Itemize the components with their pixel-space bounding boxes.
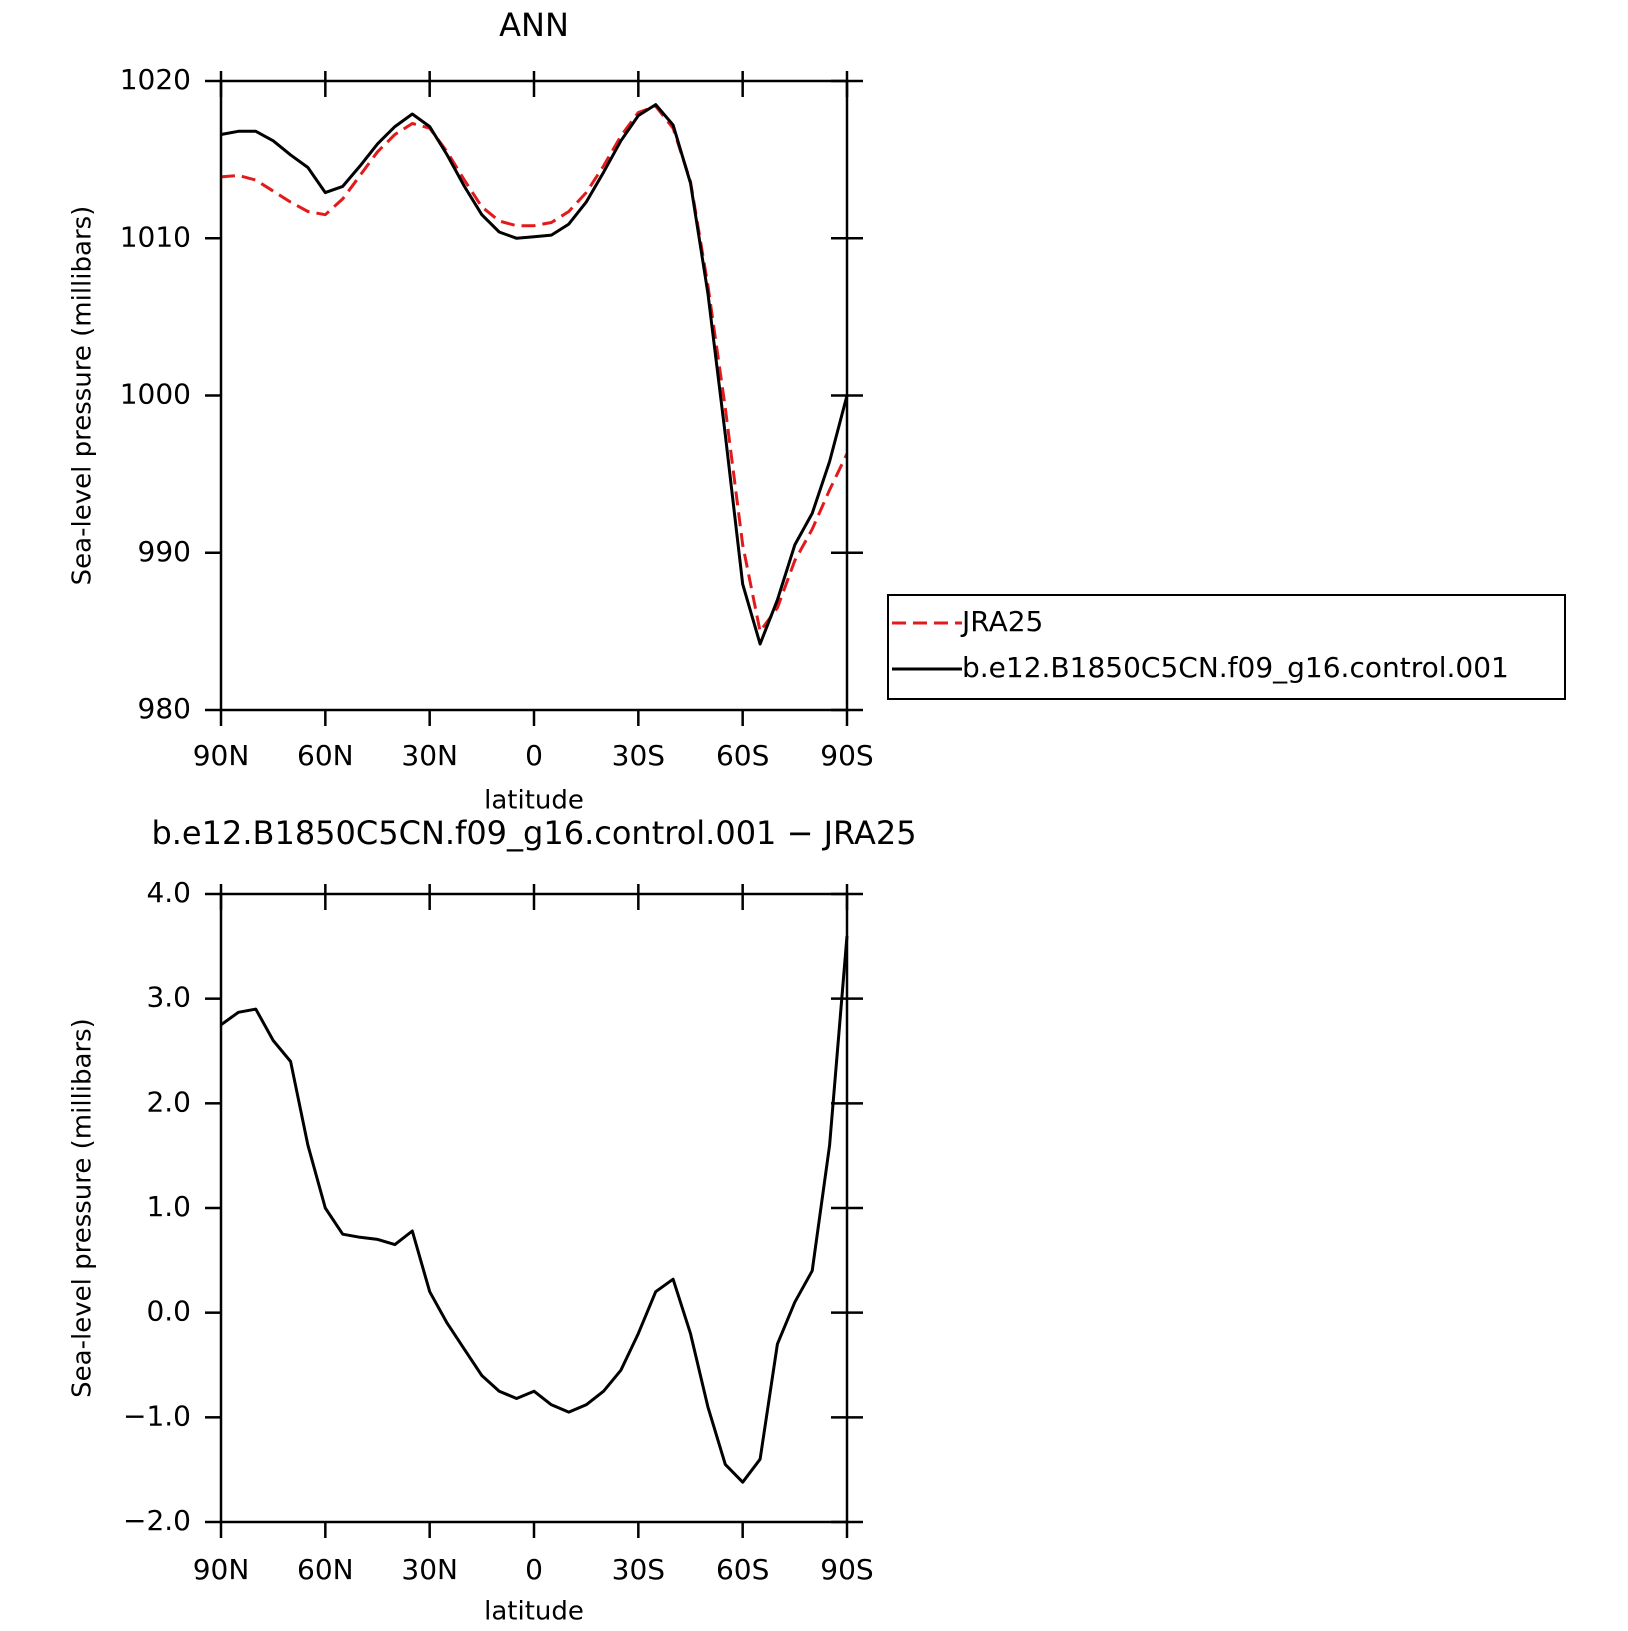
x-tick-label: 90S: [820, 1553, 873, 1586]
y-tick-label: −2.0: [123, 1504, 191, 1537]
data-line: [220, 104, 849, 633]
x-tick-label: 90N: [193, 739, 250, 772]
x-tick-label: 60N: [297, 1553, 354, 1586]
plot-frame: [219, 79, 849, 712]
x-tick-label: 30N: [401, 739, 458, 772]
y-tick-label: 0.0: [146, 1295, 191, 1328]
y-tick-label: 1.0: [146, 1190, 191, 1223]
chart-title: b.e12.B1850C5CN.f09_g16.control.001 − JR…: [151, 814, 916, 852]
x-axis-label: latitude: [484, 786, 584, 816]
y-axis-label: Sea-level pressure (millibars): [68, 206, 98, 586]
plot-frame: [219, 892, 849, 1524]
y-axis-label: Sea-level pressure (millibars): [68, 1018, 98, 1398]
x-tick-label: 0: [525, 739, 543, 772]
chart-title: ANN: [499, 6, 569, 44]
x-tick-label: 30S: [612, 739, 665, 772]
y-tick-label: 2.0: [146, 1085, 191, 1118]
y-tick-label: 3.0: [146, 981, 191, 1014]
x-tick-label: 60N: [297, 739, 354, 772]
x-tick-label: 30S: [612, 1553, 665, 1586]
y-tick-label: 1020: [120, 63, 191, 96]
data-line: [220, 935, 849, 1484]
y-tick-label: 980: [138, 692, 191, 725]
y-tick-label: 1000: [120, 378, 191, 411]
legend-box: [887, 594, 1566, 700]
x-tick-label: 90N: [193, 1553, 250, 1586]
x-tick-label: 60S: [716, 1553, 769, 1586]
data-line: [220, 103, 849, 646]
y-tick-label: 1010: [120, 220, 191, 253]
x-tick-label: 0: [525, 1553, 543, 1586]
y-tick-label: 4.0: [146, 876, 191, 909]
x-tick-label: 30N: [401, 1553, 458, 1586]
x-axis-label: latitude: [484, 1597, 584, 1627]
legend-label: JRA25: [960, 605, 1043, 638]
legend-label: b.e12.B1850C5CN.f09_g16.control.001: [962, 651, 1509, 684]
x-tick-label: 90S: [820, 739, 873, 772]
x-tick-label: 60S: [716, 739, 769, 772]
y-tick-label: 990: [138, 535, 191, 568]
y-tick-label: −1.0: [123, 1399, 191, 1432]
